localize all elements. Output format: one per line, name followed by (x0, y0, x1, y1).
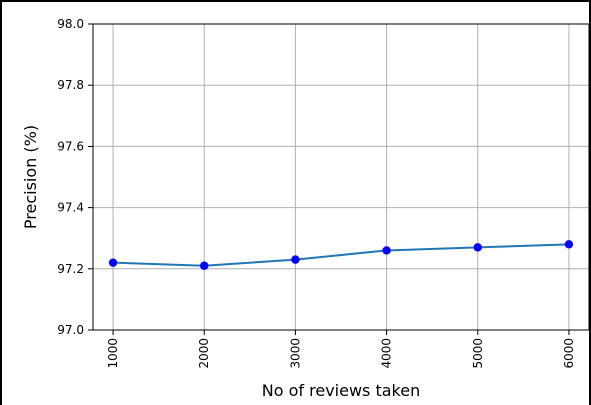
axis-ticks (88, 23, 570, 335)
data-point (564, 240, 574, 249)
data-point (200, 261, 209, 270)
y-tick-label: 97.2 (57, 262, 84, 276)
x-tick-label: 1000 (106, 338, 120, 369)
x-tick-label: 4000 (380, 338, 394, 369)
data-point (291, 255, 300, 264)
y-axis-label: Precision (%) (21, 125, 40, 229)
data-point (382, 246, 391, 255)
plot-area (92, 23, 590, 331)
x-tick-label: 3000 (288, 338, 302, 369)
y-tick-label: 97.8 (57, 78, 84, 92)
data-point (108, 258, 118, 267)
tick-labels: 1000 2000 3000 4000 5000 6000 97.0 97.2 97.4 97.6… (57, 17, 576, 369)
grid (93, 23, 589, 331)
y-tick-label: 97.6 (57, 139, 84, 153)
x-tick-label: 2000 (197, 338, 211, 369)
y-tick-label: 98.0 (57, 17, 84, 31)
data-point (473, 243, 482, 252)
y-tick-label: 97.4 (57, 201, 84, 215)
y-tick-label: 97.0 (57, 323, 84, 337)
x-axis-label: No of reviews taken (262, 381, 420, 400)
series (108, 240, 574, 270)
x-tick-label: 5000 (471, 338, 485, 369)
x-tick-label: 6000 (562, 338, 576, 369)
series-line (113, 243, 569, 267)
